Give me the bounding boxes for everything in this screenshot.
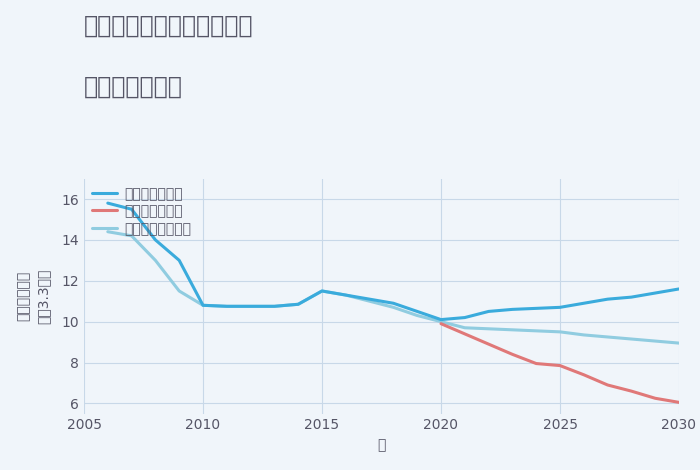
ノーマルシナリオ <box>461 325 469 330</box>
Text: 岐阜県高山市国府町山本の: 岐阜県高山市国府町山本の <box>84 14 253 38</box>
ノーマルシナリオ <box>603 334 612 340</box>
バッドシナリオ <box>603 382 612 388</box>
グッドシナリオ <box>627 294 636 300</box>
バッドシナリオ <box>532 360 540 366</box>
ノーマルシナリオ <box>627 336 636 342</box>
ノーマルシナリオ <box>318 288 326 294</box>
グッドシナリオ <box>437 317 445 322</box>
グッドシナリオ <box>413 309 421 314</box>
ノーマルシナリオ <box>104 229 112 235</box>
Line: グッドシナリオ: グッドシナリオ <box>108 203 679 320</box>
ノーマルシナリオ <box>294 301 302 307</box>
グッドシナリオ <box>603 297 612 302</box>
グッドシナリオ <box>151 237 160 243</box>
グッドシナリオ <box>246 304 255 309</box>
グッドシナリオ <box>651 290 659 296</box>
ノーマルシナリオ <box>199 303 207 308</box>
グッドシナリオ <box>365 297 374 302</box>
グッドシナリオ <box>318 288 326 294</box>
グッドシナリオ <box>294 301 302 307</box>
ノーマルシナリオ <box>532 328 540 334</box>
ノーマルシナリオ <box>651 338 659 344</box>
バッドシナリオ <box>556 363 564 368</box>
グッドシナリオ <box>461 315 469 321</box>
グッドシナリオ <box>342 292 350 298</box>
ノーマルシナリオ <box>270 304 279 309</box>
ノーマルシナリオ <box>413 313 421 318</box>
グッドシナリオ <box>270 304 279 309</box>
バッドシナリオ <box>484 341 493 347</box>
グッドシナリオ <box>508 306 517 312</box>
X-axis label: 年: 年 <box>377 438 386 452</box>
Text: 土地の価格推移: 土地の価格推移 <box>84 75 183 99</box>
グッドシナリオ <box>675 286 683 292</box>
バッドシナリオ <box>675 400 683 405</box>
グッドシナリオ <box>389 300 398 306</box>
ノーマルシナリオ <box>175 288 183 294</box>
バッドシナリオ <box>461 331 469 337</box>
バッドシナリオ <box>651 395 659 401</box>
バッドシナリオ <box>627 388 636 394</box>
グッドシナリオ <box>484 309 493 314</box>
ノーマルシナリオ <box>127 233 136 239</box>
ノーマルシナリオ <box>437 319 445 324</box>
バッドシナリオ <box>437 321 445 327</box>
ノーマルシナリオ <box>223 304 231 309</box>
ノーマルシナリオ <box>342 292 350 298</box>
グッドシナリオ <box>104 200 112 206</box>
グッドシナリオ <box>556 305 564 310</box>
Y-axis label: 単価（万円）
坪（3.3㎡）: 単価（万円） 坪（3.3㎡） <box>17 268 50 324</box>
Line: ノーマルシナリオ: ノーマルシナリオ <box>108 232 679 343</box>
ノーマルシナリオ <box>675 340 683 346</box>
ノーマルシナリオ <box>556 329 564 335</box>
グッドシナリオ <box>127 206 136 212</box>
ノーマルシナリオ <box>389 305 398 310</box>
バッドシナリオ <box>508 352 517 357</box>
ノーマルシナリオ <box>580 332 588 338</box>
バッドシナリオ <box>580 372 588 377</box>
Legend: グッドシナリオ, バッドシナリオ, ノーマルシナリオ: グッドシナリオ, バッドシナリオ, ノーマルシナリオ <box>91 186 192 237</box>
ノーマルシナリオ <box>508 327 517 333</box>
ノーマルシナリオ <box>365 298 374 304</box>
グッドシナリオ <box>175 258 183 263</box>
ノーマルシナリオ <box>484 326 493 332</box>
Line: バッドシナリオ: バッドシナリオ <box>441 324 679 402</box>
グッドシナリオ <box>223 304 231 309</box>
ノーマルシナリオ <box>151 258 160 263</box>
グッドシナリオ <box>532 306 540 311</box>
グッドシナリオ <box>580 300 588 306</box>
ノーマルシナリオ <box>246 304 255 309</box>
グッドシナリオ <box>199 303 207 308</box>
